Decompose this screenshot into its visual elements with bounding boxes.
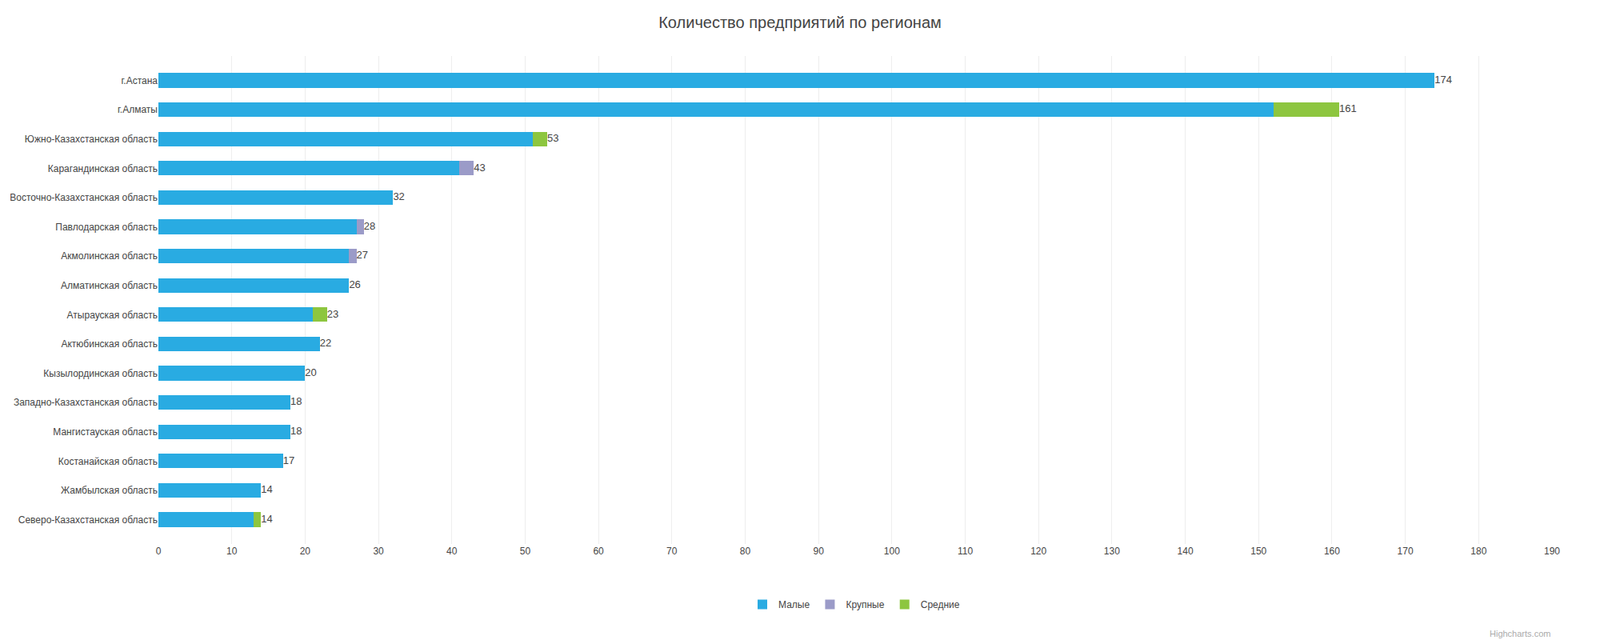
svg-text:180: 180	[1470, 545, 1487, 557]
svg-text:Южно-Казахстанская область: Южно-Казахстанская область	[24, 133, 158, 145]
svg-text:28: 28	[364, 220, 376, 232]
svg-text:90: 90	[812, 545, 824, 557]
svg-text:г.Алматы: г.Алматы	[117, 104, 158, 116]
svg-text:Мангистауская область: Мангистауская область	[52, 426, 158, 438]
svg-text:110: 110	[957, 545, 973, 557]
svg-text:Северо-Казахстанская область: Северо-Казахстанская область	[18, 514, 158, 526]
svg-text:53: 53	[547, 132, 559, 144]
svg-text:Кызылординская область: Кызылординская область	[43, 368, 158, 380]
svg-text:26: 26	[348, 278, 360, 291]
svg-text:27: 27	[356, 248, 368, 261]
svg-text:140: 140	[1177, 545, 1194, 557]
svg-text:174: 174	[1434, 73, 1452, 86]
svg-text:10: 10	[226, 545, 238, 557]
svg-text:18: 18	[290, 395, 302, 408]
svg-text:50: 50	[520, 545, 532, 557]
svg-text:г.Астана: г.Астана	[120, 75, 158, 87]
svg-text:Павлодарская область: Павлодарская область	[55, 221, 158, 233]
svg-text:32: 32	[392, 190, 404, 203]
svg-text:20: 20	[304, 366, 316, 379]
svg-text:Средние: Средние	[920, 599, 960, 611]
svg-text:80: 80	[740, 545, 752, 557]
svg-text:Западно-Казахстанская область: Западно-Казахстанская область	[13, 396, 158, 408]
svg-text:60: 60	[592, 545, 604, 557]
svg-text:18: 18	[290, 424, 302, 437]
svg-text:23: 23	[327, 308, 339, 320]
svg-text:30: 30	[372, 545, 384, 557]
svg-text:190: 190	[1544, 545, 1560, 557]
svg-text:43: 43	[473, 161, 485, 174]
svg-text:14: 14	[260, 483, 272, 496]
svg-text:120: 120	[1030, 545, 1047, 557]
svg-text:22: 22	[320, 336, 332, 349]
svg-text:20: 20	[300, 545, 312, 557]
svg-text:17: 17	[283, 454, 295, 467]
svg-text:40: 40	[446, 545, 458, 557]
svg-text:Крупные: Крупные	[845, 599, 884, 611]
svg-text:160: 160	[1324, 545, 1340, 557]
svg-text:170: 170	[1397, 545, 1414, 557]
svg-text:0: 0	[156, 545, 162, 557]
svg-text:Малые: Малые	[778, 599, 810, 611]
svg-text:Количество предприятий по реги: Количество предприятий по регионам	[658, 13, 942, 32]
svg-text:Акмолинская область: Акмолинская область	[60, 250, 158, 262]
svg-text:Карагандинская область: Карагандинская область	[48, 163, 158, 175]
svg-text:14: 14	[260, 512, 272, 525]
svg-text:Костанайская область: Костанайская область	[58, 456, 158, 468]
svg-text:Атырауская область: Атырауская область	[67, 309, 158, 321]
svg-text:Восточно-Казахстанская область: Восточно-Казахстанская область	[9, 192, 158, 204]
svg-text:130: 130	[1104, 545, 1120, 557]
svg-text:Актюбинская область: Актюбинская область	[60, 338, 158, 350]
svg-text:150: 150	[1250, 545, 1267, 557]
svg-text:Жамбылская область: Жамбылская область	[60, 484, 158, 496]
svg-text:70: 70	[666, 545, 678, 557]
svg-text:161: 161	[1339, 102, 1357, 115]
svg-text:Highcharts.com: Highcharts.com	[1489, 628, 1551, 639]
svg-text:Алматинская область: Алматинская область	[60, 280, 158, 292]
svg-text:100: 100	[884, 545, 900, 557]
